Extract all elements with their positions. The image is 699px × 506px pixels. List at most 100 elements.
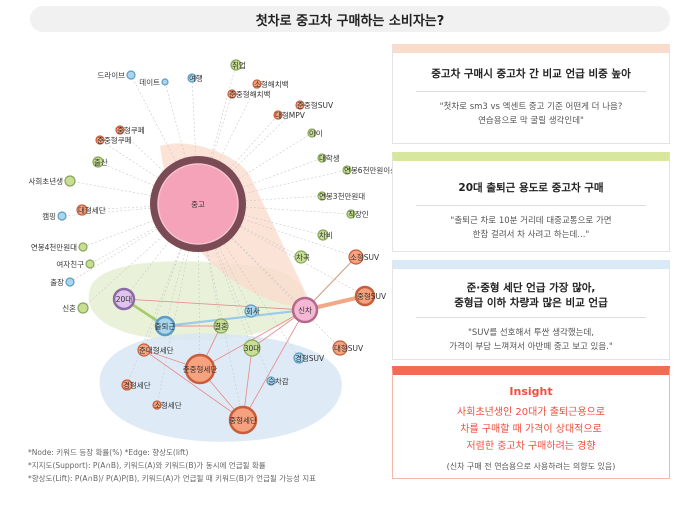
node-label: 아이 [309,128,323,138]
node-label: 여행 [189,73,203,83]
node-대형SUV: 대형SUV [332,340,364,356]
node-아이: 아이 [307,128,323,138]
edge-신차-20대 [123,298,306,311]
node-label: 차곡 [296,253,310,262]
node-label: 연봉3천만원대 [319,191,365,201]
node-label: 20대 [116,295,133,304]
node-소형세단: 소형세단 [152,400,182,410]
node-신혼: 신혼 [62,302,89,314]
node-label: 승차감 [268,376,289,386]
node-캠핑: 캠핑 [42,211,67,221]
node-label: 취업 [232,61,246,70]
node-label: 준중형쿠페 [97,135,132,145]
node-label: 소형SUV [350,253,380,262]
edge-중고-차곡 [197,203,302,258]
node-label: 준대형세단 [139,345,174,355]
node-연봉6천만원이상: 연봉6천만원이상 [342,165,392,175]
node-label: 출산 [94,157,108,167]
node-경형SUV: 경형SUV [293,352,325,364]
node-label: 대학생 [319,153,340,163]
node-label: 준중형SUV [297,101,334,110]
insight-card-sedan: 준·중형 세단 언급 가장 많아, 중형급 이하 차량과 많은 비교 언급 "S… [392,260,670,360]
edge-중고-준중형해치백 [197,93,233,205]
node-데이트: 데이트 [139,77,169,87]
edge-중고-경형SUV [197,203,300,359]
node-label: 중형세단 [229,415,257,425]
node-label: 드라이브 [97,70,125,80]
node-label: 준중형해치백 [229,89,270,99]
node-준중형세단: 준중형세단 [183,353,217,385]
node-중형쿠페: 중형쿠페 [115,125,145,135]
edge-신차-중형세단 [242,309,306,421]
node-직장인: 직장인 [346,209,369,219]
insight-card-comparison: 중고차 구매시 중고차 간 비교 언급 비중 높아 "첫차로 sm3 vs 엑센… [392,44,670,144]
node-label: 출퇴근 [155,321,176,331]
node-label: 결혼 [214,321,228,331]
node-차비: 차비 [317,229,333,241]
node-준중형해치백: 준중형해치백 [227,89,270,99]
node-출퇴근: 출퇴근 [155,315,176,337]
node-label: 대형SUV [334,344,364,353]
node-대형세단: 대형세단 [76,204,106,216]
node-출산: 출산 [92,156,108,168]
node-20대: 20대 [112,287,136,311]
node-여행: 여행 [187,73,203,83]
node-label: 출장 [50,277,64,287]
node-승차감: 승차감 [266,376,289,386]
node-결혼: 결혼 [213,318,229,334]
edge-신차-출퇴근 [164,308,306,328]
node-label: 30대 [244,344,261,353]
node-취업: 취업 [230,59,246,71]
node-label: 경형SUV [295,353,325,363]
node-대학생: 대학생 [317,153,340,163]
insight-title: Insight [509,385,553,398]
node-label: 여자친구 [56,259,84,269]
node-준대형세단: 준대형세단 [137,343,174,357]
insight-summary-card: Insight 사회초년생인 20대가 출퇴근용으로 차를 구매할 때 가격이 … [392,366,670,479]
node-소형해치백: 소형해치백 [252,79,289,89]
node-연봉4천만원대: 연봉4천만원대 [31,242,88,252]
node-30대: 30대 [243,339,261,357]
node-label: 직장인 [348,209,369,219]
edge-중고-준중형쿠페 [99,139,199,205]
node-label: 중고 [191,200,205,209]
node-대형MPV: 대형MPV [273,110,306,120]
node-중형세단: 중형세단 [228,405,258,435]
node-중형SUV: 중형SUV [354,285,387,307]
node-회사: 회사 [244,304,260,318]
node-label: 신혼 [62,303,76,313]
node-준중형SUV: 준중형SUV [295,100,334,110]
node-label: 소형세단 [154,400,182,410]
insight-card-commute: 20대 출퇴근 용도로 중고차 구매 "출퇴근 차로 10분 거리데 대중교통으… [392,152,670,252]
node-label: 대형세단 [78,205,106,215]
node-label: 연봉4천만원대 [31,242,77,252]
node-label: 대형MPV [275,111,306,120]
node-label: 캠핑 [42,211,56,221]
node-label: 사회초년생 [29,176,64,186]
node-소형SUV: 소형SUV [348,249,380,265]
node-label: 차비 [319,231,333,240]
edge-중고-준중형세단 [197,203,201,370]
node-차곡: 차곡 [294,250,310,264]
node-준중형쿠페: 준중형쿠페 [95,135,132,145]
node-label: 연봉6천만원이상 [344,165,392,175]
node-label: 경형세단 [123,380,151,390]
node-중고: 중고 [150,156,246,252]
node-드라이브: 드라이브 [97,70,136,80]
node-사회초년생: 사회초년생 [29,175,76,187]
node-출장: 출장 [50,277,75,287]
edge-중고-대형세단 [81,203,199,211]
group-blob-blue [99,333,342,442]
node-label: 소형해치백 [254,79,289,89]
node-경형세단: 경형세단 [121,379,151,391]
node-연봉3천만원대: 연봉3천만원대 [317,191,365,201]
node-여자친구: 여자친구 [56,259,95,269]
node-label: 회사 [246,307,260,316]
node-label: 데이트 [139,77,160,87]
node-label: 신차 [298,306,312,315]
page-title: 첫차로 중고차 구매하는 소비자는? [30,6,670,32]
node-label: 중형SUV [357,292,387,301]
node-신차: 신차 [291,296,319,324]
node-label: 중형쿠페 [117,125,145,135]
